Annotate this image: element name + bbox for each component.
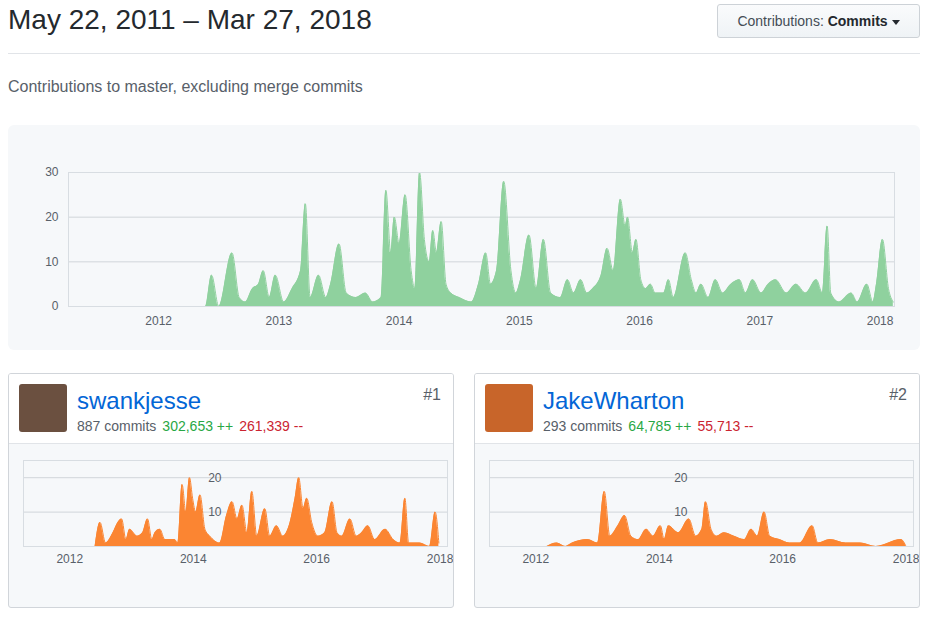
html-text:swankjesse: swankjesse xyxy=(77,387,202,414)
svg-text:2012: 2012 xyxy=(522,552,549,566)
svg-text:20: 20 xyxy=(674,471,688,485)
svg-text:20: 20 xyxy=(45,210,59,224)
html-text:#2: #2 xyxy=(889,386,907,403)
svg-text:20: 20 xyxy=(208,471,222,485)
svg-text:10: 10 xyxy=(208,505,222,519)
svg-text:2016: 2016 xyxy=(769,552,796,566)
svg-text:2016: 2016 xyxy=(626,314,653,328)
svg-text:2013: 2013 xyxy=(266,314,293,328)
svg-text:2018: 2018 xyxy=(427,552,454,566)
html-text:May 22, 2011 – Mar 27, 2018: May 22, 2011 – Mar 27, 2018 xyxy=(8,4,372,35)
html-text:Contributions to master, exclu: Contributions to master, excluding merge… xyxy=(8,78,363,95)
svg-text:2014: 2014 xyxy=(646,552,673,566)
svg-text:2014: 2014 xyxy=(386,314,413,328)
svg-text:30: 30 xyxy=(45,165,59,179)
html-text:#1: #1 xyxy=(423,386,441,403)
html-text:887 commits 302,653 ++ 261,339: 887 commits 302,653 ++ 261,339 -- xyxy=(77,418,303,434)
svg-text:10: 10 xyxy=(45,255,59,269)
svg-text:2014: 2014 xyxy=(180,552,207,566)
svg-text:0: 0 xyxy=(52,299,59,313)
svg-text:2015: 2015 xyxy=(506,314,533,328)
svg-text:10: 10 xyxy=(674,505,688,519)
html-text:JakeWharton: JakeWharton xyxy=(543,387,685,414)
html-text:Contributions: Commits: Contributions: Commits xyxy=(737,13,888,29)
svg-text:2016: 2016 xyxy=(303,552,330,566)
svg-text:2012: 2012 xyxy=(56,552,83,566)
svg-text:2017: 2017 xyxy=(746,314,773,328)
html-text:293 commits 64,785 ++ 55,713 -: 293 commits 64,785 ++ 55,713 -- xyxy=(543,418,754,434)
svg-text:2018: 2018 xyxy=(867,314,894,328)
svg-text:2012: 2012 xyxy=(145,314,172,328)
svg-text:2018: 2018 xyxy=(893,552,920,566)
